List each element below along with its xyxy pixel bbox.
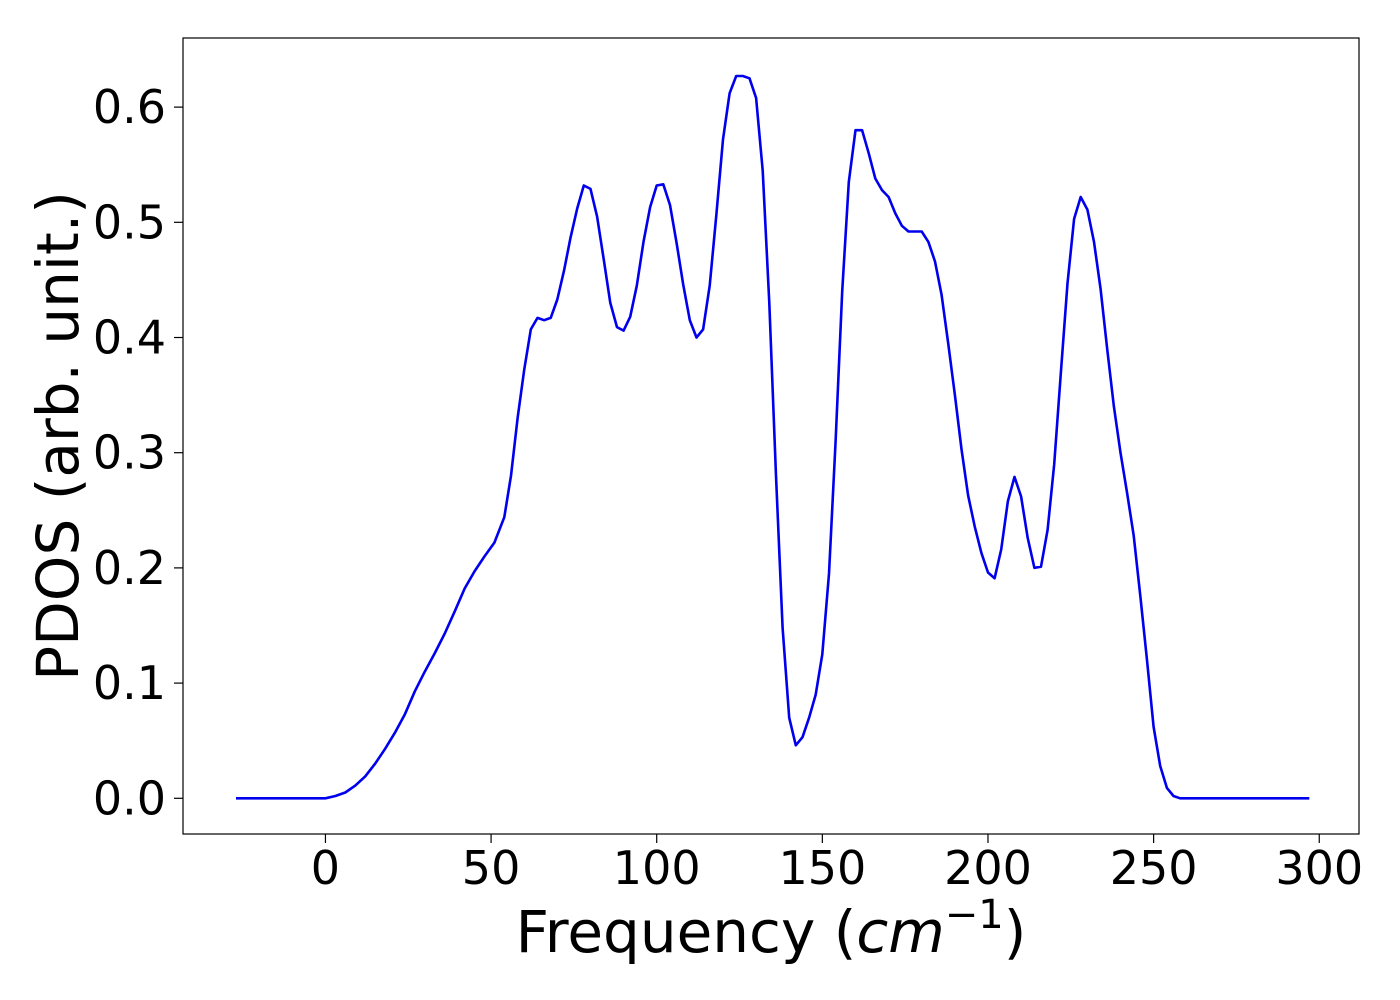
pdos-series-line [236,74,1310,800]
x-tick-label: 0 [311,841,340,895]
y-axis-ticks: 0.0 0.1 0.2 0.3 0.4 0.5 0.6 [93,80,183,825]
x-axis-label-exponent: −1 [945,892,1004,938]
x-tick-label: 200 [944,841,1032,895]
x-tick-label: 100 [613,841,701,895]
y-tick-label: 0.2 [93,541,166,595]
x-axis-label-suffix: ) [1004,898,1027,966]
x-axis-ticks: 0 50 100 150 200 250 300 [311,834,1363,895]
x-axis-label: Frequency (cm−1) [516,892,1027,966]
x-tick-label: 250 [1110,841,1198,895]
x-tick-label: 150 [778,841,866,895]
x-tick-label: 300 [1275,841,1363,895]
y-tick-label: 0.1 [93,656,166,710]
y-tick-label: 0.5 [93,195,166,249]
y-axis-label: PDOS (arb. unit.) [24,191,92,681]
x-axis-label-prefix: Frequency ( [516,898,857,966]
y-tick-label: 0.4 [93,311,166,365]
plot-area-frame [182,37,1360,835]
x-axis-label-unit: cm [856,898,944,966]
x-tick-label: 50 [462,841,521,895]
series-layer [236,74,1310,800]
y-tick-label: 0.6 [93,80,166,134]
y-tick-label: 0.0 [93,771,166,825]
y-tick-label: 0.3 [93,426,166,480]
